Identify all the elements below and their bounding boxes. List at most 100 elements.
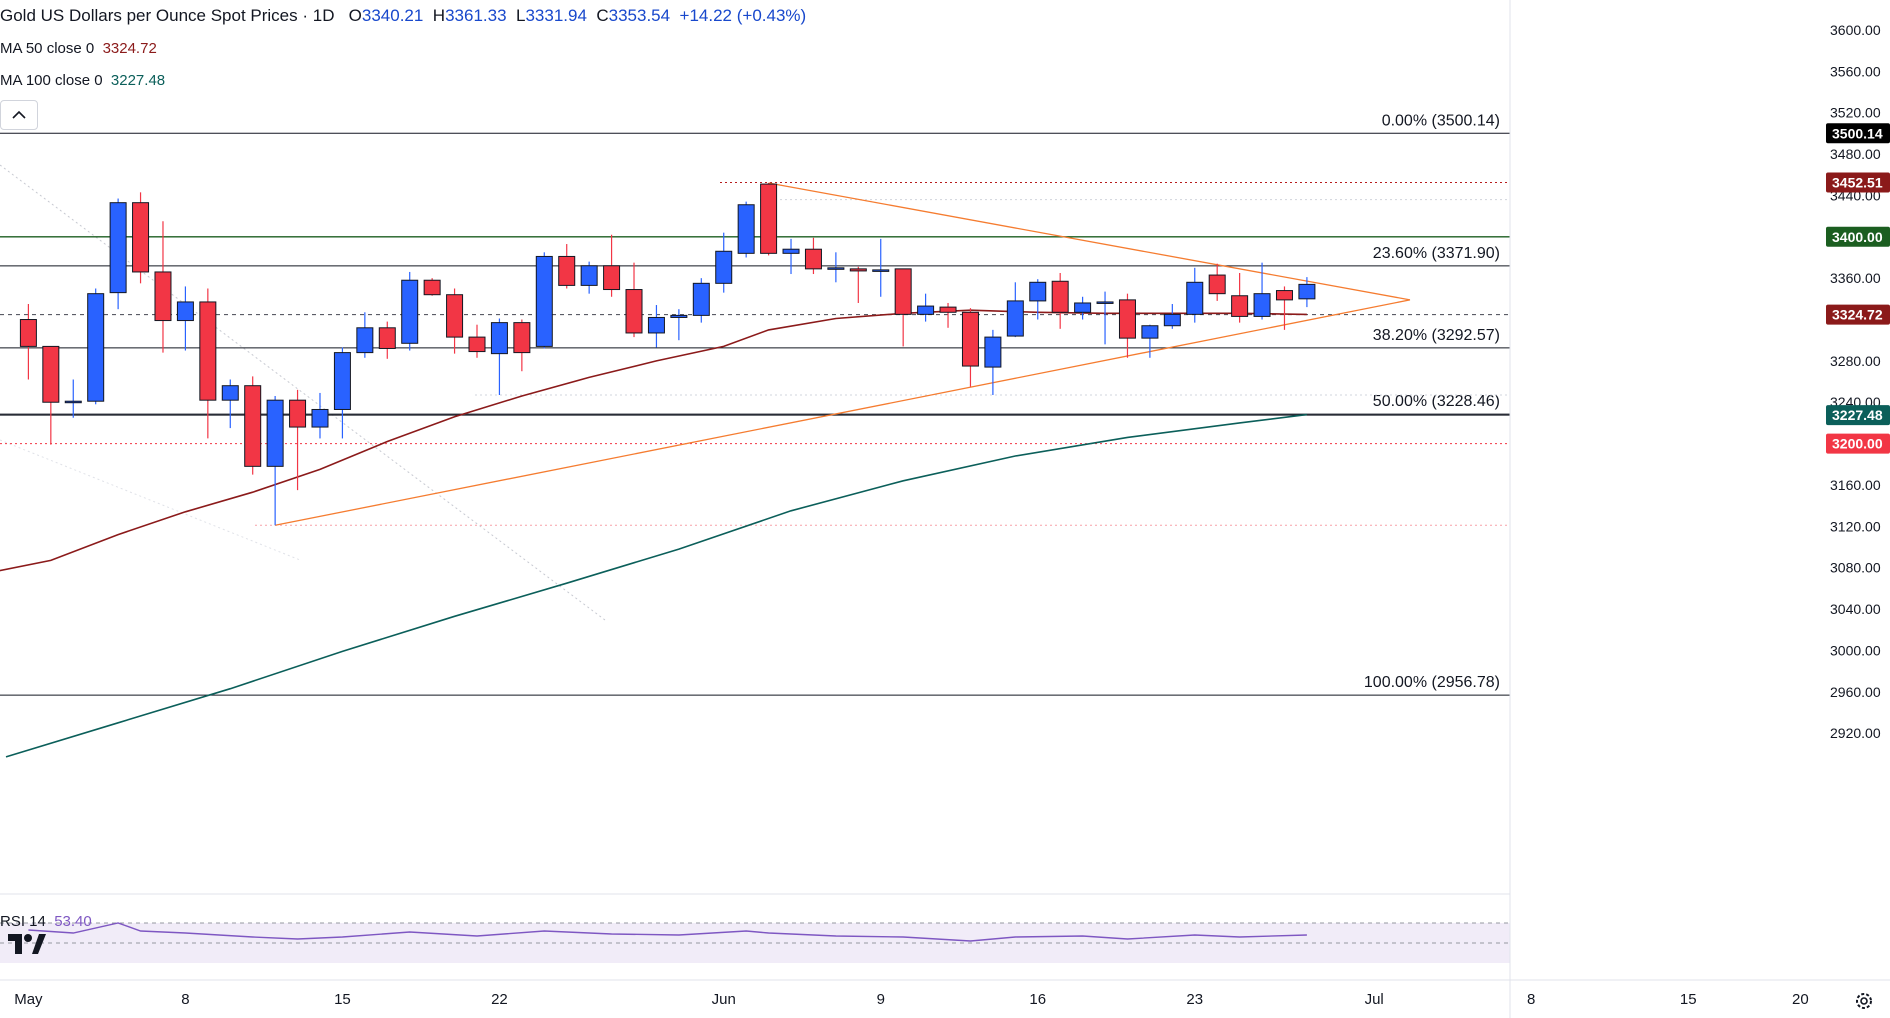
y-tick-label: 3160.00 [1830,477,1881,493]
candle [378,321,396,359]
price-tag-label: 3400.00 [1832,229,1883,245]
candle-body [961,311,979,367]
candle [782,238,800,275]
collapse-legend-button[interactable] [0,100,38,130]
fib-level-label: 50.00% (3228.46) [1373,393,1500,410]
candle [64,379,82,418]
candle [1074,296,1092,320]
y-tick-label: 3360.00 [1830,270,1881,286]
price-tag-bg [1826,226,1890,247]
candle [1051,272,1069,329]
candle [423,278,441,296]
candle [603,234,621,297]
candle [1141,324,1159,358]
candle [333,347,351,439]
candle [917,293,935,322]
candle-body [289,399,307,428]
candle [984,329,1002,396]
open-value: 3340.21 [361,6,424,25]
price-axis-bg [1510,0,1890,1018]
y-tick-label: 2920.00 [1830,725,1881,741]
x-tick-label: 23 [1186,991,1203,1008]
candle-body [849,268,867,272]
triangle-lower-line [275,299,1411,526]
candle [87,288,105,405]
price-tag: 3452.51 [1826,172,1890,193]
candle [827,252,845,283]
candle-body [1163,313,1181,327]
candle-body [580,265,598,286]
candle-body [154,271,172,322]
candle [1006,282,1024,338]
candle-body [311,408,329,428]
candle-body [804,248,822,270]
candle [894,268,912,347]
candle [154,221,172,353]
candle-body [670,314,688,318]
price-pane: 0.00% (3500.14) 23.60% (3371.90) 38.20% (3… [0,112,1510,758]
price-tag-bg [1826,172,1890,193]
candle-body [446,294,464,338]
price-axis: 3600.003560.003520.003480.003440.003400.… [1509,0,1890,1018]
price-tag-bg [1826,123,1890,144]
candle [401,271,419,351]
x-tick-label: May [14,991,43,1008]
candle-body [64,400,82,404]
candle-body [939,306,957,313]
x-tick-label: 8 [181,991,189,1008]
y-tick-label: 3120.00 [1830,518,1881,534]
price-tag: 3500.14 [1826,123,1890,144]
candle-body [1208,274,1226,295]
price-tag: 3400.00 [1826,226,1890,247]
candle-body [378,327,396,349]
price-tag-bg [1826,433,1890,454]
y-tick-label: 3600.00 [1830,22,1881,38]
candle-body [1096,301,1114,304]
rsi-legend[interactable]: RSI 14 53.40 [0,913,92,930]
candle-body [199,301,217,401]
candle [1275,286,1293,330]
tradingview-logo-icon[interactable] [6,930,46,958]
chart-header: Gold US Dollars per Ounce Spot Prices · … [0,6,807,25]
trendline-descending [0,164,606,621]
candle [109,198,127,310]
ma50-line [0,309,1307,572]
chevron-up-icon [12,110,26,119]
candle-body [513,322,531,354]
x-tick-label: Jul [1365,991,1384,1008]
candle [1298,277,1316,308]
candle-body [109,202,127,294]
candle-body [535,255,553,347]
candle [446,288,464,354]
candle [715,232,733,293]
price-tag-bg [1826,405,1890,426]
candle [490,318,508,396]
ma100-line [5,413,1307,758]
ma50-legend[interactable]: MA 50 close 0 3324.72 [0,40,157,57]
candle-body [737,204,755,254]
ma100-legend[interactable]: MA 100 close 0 3227.48 [0,72,166,89]
fib-level-label: 38.20% (3292.57) [1373,327,1500,344]
y-tick-label: 3520.00 [1830,105,1881,121]
price-tag: 3200.00 [1826,433,1890,454]
candle-body [692,282,710,316]
candle-body [1231,295,1249,317]
price-tag-bg [1826,304,1890,325]
candle [199,288,217,439]
close-value: 3353.54 [608,6,671,25]
candle-body [782,248,800,254]
x-tick-label: 15 [1680,991,1697,1008]
gear-icon[interactable] [1853,990,1875,1012]
candle-body [221,385,239,401]
ma50-value: 3324.72 [102,40,157,57]
y-tick-label: 3040.00 [1830,601,1881,617]
interval-label: 1D [312,6,335,25]
candle [1253,262,1271,320]
candle [42,345,60,445]
candle-body [244,385,262,467]
price-tag: 3227.48 [1826,405,1890,426]
candle [1208,263,1226,301]
candle [558,244,576,289]
candle-body [760,183,778,254]
